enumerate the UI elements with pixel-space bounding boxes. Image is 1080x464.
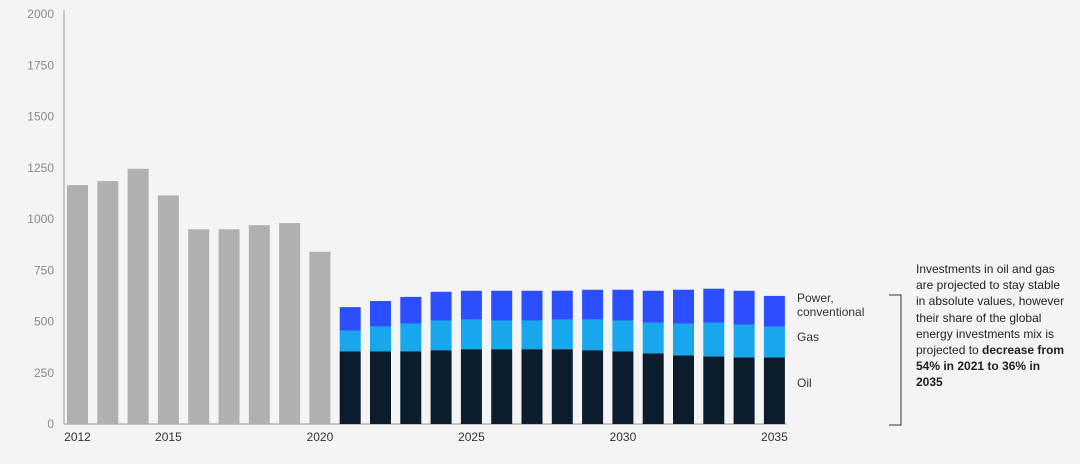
y-tick-label: 0 (47, 417, 54, 431)
bar-segment-gas (582, 319, 604, 351)
y-tick-label: 1250 (27, 161, 54, 175)
annotation-text: Investments in oil and gas are projected… (916, 261, 1066, 391)
historical-bar (127, 168, 149, 424)
legend-label: Oil (797, 376, 812, 390)
bar-segment-oil (763, 357, 785, 424)
bar-segment-gas (703, 322, 725, 357)
y-tick-label: 250 (34, 366, 54, 380)
historical-bar (218, 229, 240, 424)
bar-segment-gas (612, 320, 634, 352)
x-tick-label: 2020 (307, 430, 334, 444)
bar-segment-power-conventional (763, 295, 785, 327)
y-tick-label: 1750 (27, 58, 54, 72)
bar-segment-gas (370, 326, 391, 352)
historical-bar (67, 185, 88, 424)
bar-segment-gas (551, 319, 573, 350)
y-tick-label: 2000 (27, 7, 54, 21)
bar-segment-oil (551, 349, 573, 424)
y-tick-label: 750 (34, 263, 54, 277)
bar-segment-gas (673, 323, 694, 356)
bar-segment-power-conventional (491, 290, 513, 321)
bar-segment-oil (460, 349, 482, 424)
historical-bar (97, 181, 119, 424)
x-tick-label: 2030 (610, 430, 637, 444)
historical-bar (279, 223, 301, 424)
bar-segment-oil (673, 355, 694, 424)
bar-segment-power-conventional (430, 291, 452, 321)
bar-segment-oil (582, 350, 604, 424)
historical-bar (157, 195, 179, 424)
series-legend: Power, conventional Gas Oil (797, 291, 864, 390)
bar-segment-power-conventional (612, 289, 634, 321)
bar-segment-gas (430, 320, 452, 351)
x-tick-label: 2012 (64, 430, 91, 444)
annotation-normal-text: Investments in oil and gas are projected… (916, 262, 1065, 358)
bar-segment-power-conventional (460, 290, 482, 320)
bar-segment-oil (430, 350, 452, 424)
bar-segment-power-conventional (339, 307, 361, 331)
bar-segment-power-conventional (642, 290, 664, 323)
annotation-bold-text: decrease from 54% in 2021 to 36% in 2035 (916, 343, 1065, 390)
bar-segment-gas (400, 323, 422, 352)
historical-bar (188, 229, 210, 424)
bar-segment-power-conventional (703, 288, 725, 323)
bar-group (67, 168, 785, 424)
bar-segment-oil (370, 351, 391, 424)
bar-segment-gas (460, 319, 482, 350)
bar-segment-oil (642, 353, 664, 424)
legend-label: Power, conventional (797, 291, 864, 319)
bar-segment-power-conventional (400, 296, 422, 324)
historical-bar (309, 251, 331, 424)
historical-bar (248, 225, 270, 424)
y-axis-ticks: 0 250 500 750 1000 1250 1500 1750 2000 (27, 7, 787, 431)
y-tick-label: 500 (34, 315, 54, 329)
bar-segment-power-conventional (582, 289, 604, 320)
bar-segment-oil (703, 356, 725, 424)
x-tick-label: 2015 (155, 430, 182, 444)
bar-segment-gas (733, 324, 755, 358)
y-tick-label: 1500 (27, 110, 54, 124)
legend-label: Gas (797, 330, 819, 344)
bar-segment-gas (521, 320, 543, 350)
bar-segment-oil (339, 351, 361, 424)
bar-segment-oil (733, 357, 755, 424)
bar-segment-gas (763, 326, 785, 358)
bar-segment-power-conventional (521, 290, 543, 321)
x-axis-tick-labels: 2012 2015 2020 2025 2030 2035 (64, 430, 788, 444)
bar-segment-oil (612, 351, 634, 424)
bar-segment-oil (491, 349, 513, 424)
bar-segment-gas (642, 322, 664, 354)
bar-segment-power-conventional (370, 301, 391, 327)
bar-segment-gas (339, 330, 361, 352)
bar-segment-power-conventional (733, 290, 755, 325)
annotation-bracket (889, 294, 902, 426)
bar-segment-gas (491, 320, 513, 350)
y-tick-label: 1000 (27, 212, 54, 226)
bar-segment-oil (521, 349, 543, 424)
bar-segment-power-conventional (551, 290, 573, 320)
x-tick-label: 2025 (458, 430, 485, 444)
bar-segment-oil (400, 351, 422, 424)
x-tick-label: 2035 (761, 430, 788, 444)
bar-segment-power-conventional (673, 289, 694, 324)
